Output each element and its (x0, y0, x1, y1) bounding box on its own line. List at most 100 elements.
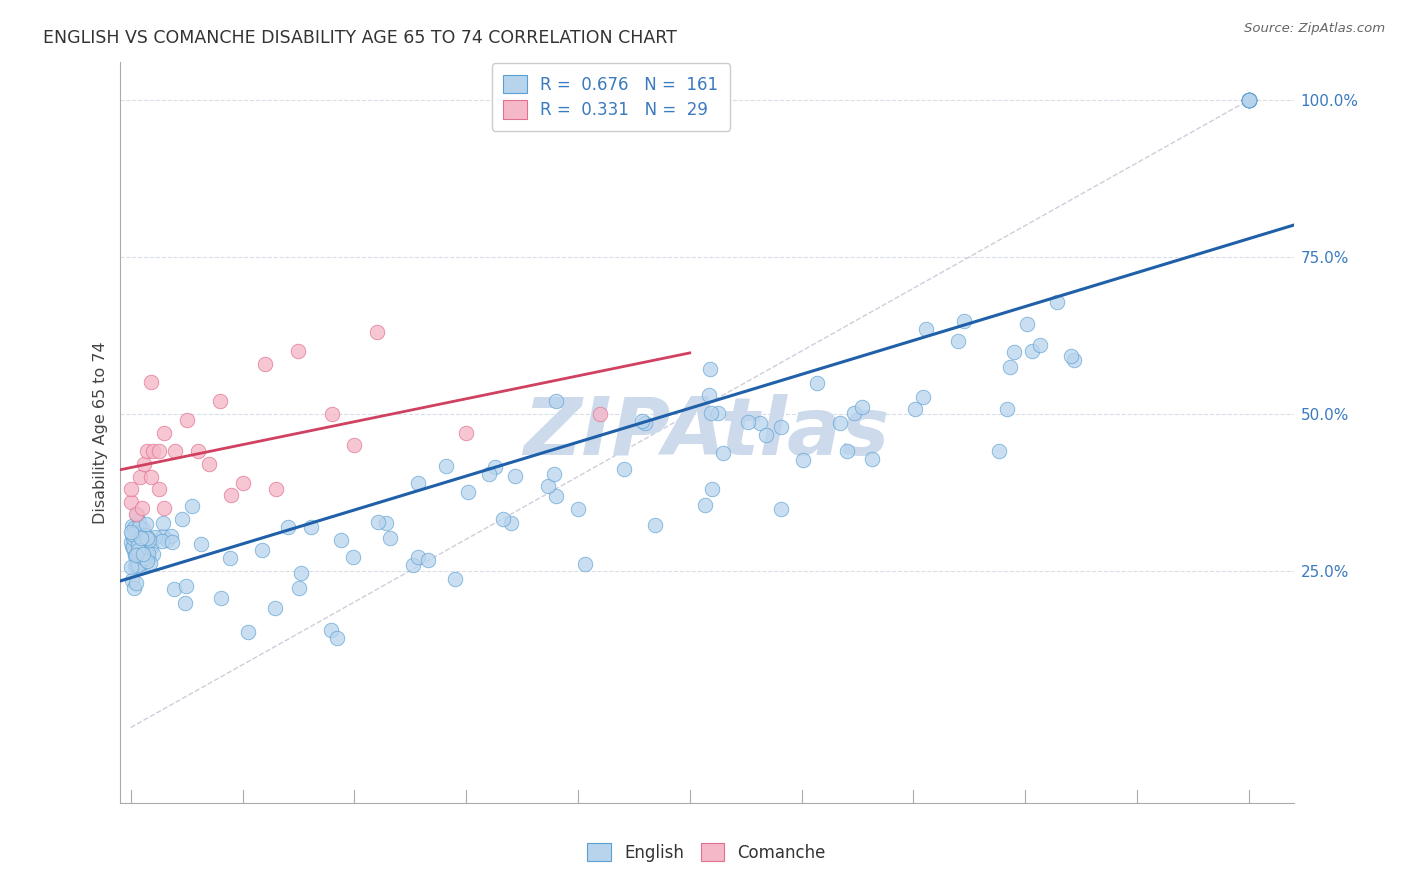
Point (121, 526, 143, 541)
Point (187, 444, 209, 458)
Point (1029, 338, 1052, 352)
Point (238, 624, 260, 639)
Point (218, 550, 240, 565)
Point (290, 566, 312, 580)
Point (125, 507, 148, 521)
Point (120, 494, 142, 508)
Point (699, 406, 721, 420)
Point (699, 362, 721, 376)
Point (121, 541, 143, 555)
Point (170, 512, 193, 526)
Point (125, 533, 148, 547)
Point (131, 538, 153, 552)
Point (139, 469, 162, 483)
Point (769, 501, 792, 516)
Text: Source: ZipAtlas.com: Source: ZipAtlas.com (1244, 22, 1385, 36)
Point (700, 482, 723, 496)
Point (139, 556, 162, 570)
Point (231, 475, 253, 490)
Point (152, 534, 174, 549)
Point (343, 438, 366, 452)
Point (374, 516, 396, 531)
Point (1002, 344, 1025, 359)
Point (1015, 317, 1038, 331)
Point (1237, 93, 1260, 107)
Point (574, 557, 596, 571)
Legend: English, Comanche: English, Comanche (581, 837, 832, 869)
Point (755, 427, 778, 442)
Point (124, 528, 146, 542)
Point (378, 531, 401, 545)
Point (644, 518, 666, 533)
Point (631, 414, 654, 428)
Point (904, 401, 927, 416)
Point (457, 484, 479, 499)
Point (695, 498, 717, 512)
Point (136, 550, 159, 565)
Point (456, 425, 478, 440)
Point (484, 460, 506, 475)
Point (152, 516, 174, 530)
Point (129, 550, 152, 565)
Point (828, 417, 851, 431)
Point (122, 531, 145, 545)
Point (129, 547, 152, 561)
Point (148, 482, 170, 496)
Point (567, 502, 589, 516)
Point (544, 489, 567, 503)
Point (153, 425, 176, 440)
Point (125, 576, 148, 591)
Point (321, 407, 343, 421)
Point (127, 559, 149, 574)
Point (128, 535, 150, 549)
Point (948, 334, 970, 348)
Point (139, 540, 162, 554)
Point (329, 533, 352, 547)
Point (837, 444, 859, 458)
Point (174, 579, 197, 593)
Point (1237, 93, 1260, 107)
Point (434, 459, 457, 474)
Point (120, 560, 142, 574)
Point (613, 462, 636, 476)
Point (842, 406, 865, 420)
Point (319, 623, 342, 637)
Point (120, 534, 142, 549)
Point (129, 531, 152, 545)
Point (402, 558, 425, 572)
Point (122, 581, 145, 595)
Point (121, 519, 143, 533)
Point (277, 519, 299, 533)
Point (125, 557, 148, 571)
Point (1237, 93, 1260, 107)
Point (131, 529, 153, 543)
Point (1059, 349, 1081, 363)
Text: ENGLISH VS COMANCHE DISABILITY AGE 65 TO 74 CORRELATION CHART: ENGLISH VS COMANCHE DISABILITY AGE 65 TO… (44, 29, 678, 47)
Point (1046, 294, 1069, 309)
Point (806, 376, 828, 390)
Point (120, 482, 142, 496)
Point (153, 500, 176, 515)
Point (503, 469, 526, 483)
Point (124, 549, 146, 563)
Point (136, 546, 159, 560)
Point (706, 406, 728, 420)
Point (125, 526, 148, 541)
Point (299, 520, 322, 534)
Point (209, 394, 232, 409)
Point (127, 542, 149, 557)
Point (1237, 93, 1260, 107)
Point (953, 314, 976, 328)
Point (544, 394, 567, 409)
Point (263, 601, 285, 615)
Point (190, 537, 212, 551)
Point (174, 596, 197, 610)
Point (128, 547, 150, 561)
Point (264, 482, 287, 496)
Point (138, 532, 160, 546)
Point (478, 467, 501, 482)
Point (851, 400, 873, 414)
Point (128, 520, 150, 534)
Point (135, 517, 157, 532)
Point (121, 573, 143, 587)
